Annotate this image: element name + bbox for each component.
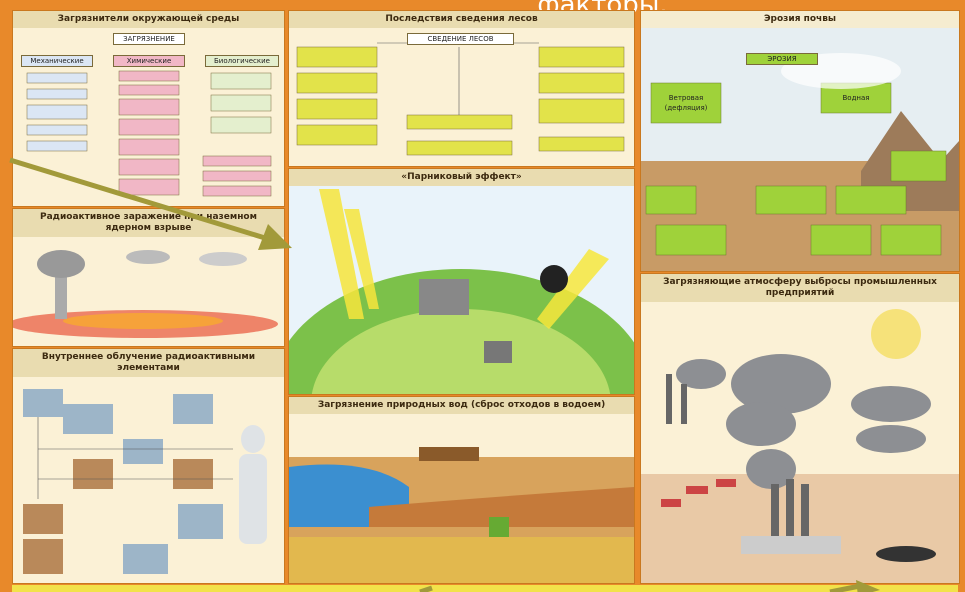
poster: факторы. Загрязнители окружающей среды З… (0, 0, 965, 592)
arrows (0, 0, 965, 592)
